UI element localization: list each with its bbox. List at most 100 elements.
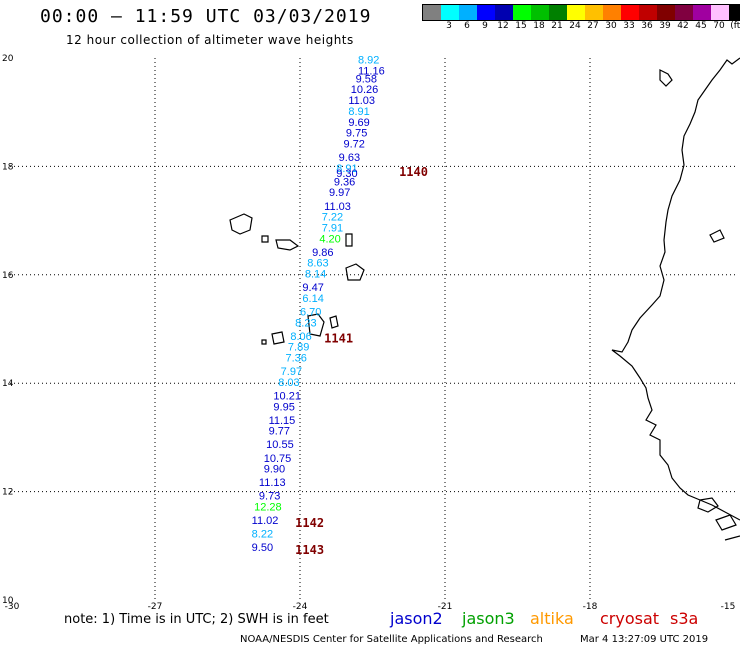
wave-height-value: 9.77	[269, 426, 290, 438]
colorbar-label: 24	[569, 21, 581, 31]
wave-height-value: 8.63	[307, 258, 328, 270]
colorbar-label: 3	[446, 21, 452, 31]
orbit-number: 1143	[295, 543, 324, 557]
colorbar-swatch	[693, 5, 711, 20]
colorbar-swatch	[549, 5, 567, 20]
wave-height-value: 11.03	[348, 95, 375, 107]
colorbar-label: 33	[623, 21, 635, 31]
x-tick-label: -18	[583, 602, 598, 610]
wave-height-value: 11.15	[269, 415, 296, 427]
y-tick-label: 14	[2, 379, 14, 389]
west-sahara-islets	[659, 69, 673, 87]
wave-height-value: 11.02	[252, 515, 279, 527]
sao-vicente-island	[261, 235, 269, 243]
colorbar-swatch	[585, 5, 603, 20]
wave-height-value: 8.03	[278, 377, 299, 389]
map-subtitle: 12 hour collection of altimeter wave hei…	[66, 33, 354, 47]
wave-height-value: 9.58	[356, 73, 377, 85]
colorbar-label: 30	[605, 21, 617, 31]
wave-height-value: 7.91	[322, 222, 343, 234]
wave-height-value: 11.13	[259, 477, 286, 489]
x-tick-label: -15	[721, 602, 736, 610]
colorbar-label: 45	[695, 21, 707, 31]
colorbar-label: 12	[497, 21, 509, 31]
wave-height-value: 6.14	[302, 293, 323, 305]
wave-height-value: 11.03	[324, 201, 351, 213]
wave-height-value: 9.72	[344, 138, 365, 150]
colorbar-swatch	[729, 5, 740, 20]
colorbar-label: (ft)	[730, 21, 740, 31]
wave-height-value: 9.30	[336, 168, 357, 180]
colorbar-swatch	[531, 5, 549, 20]
timestamp: Mar 4 13:27:09 UTC 2019	[580, 634, 709, 645]
mauritania-coast-islet	[709, 229, 725, 243]
colorbar-label: 42	[677, 21, 689, 31]
y-tick-label: 20	[2, 54, 14, 64]
wave-height-value: 9.86	[312, 247, 333, 259]
map-title: 00:00 – 11:59 UTC 03/03/2019	[40, 6, 372, 27]
santiago-island	[307, 313, 325, 337]
wave-height-value: 9.73	[259, 491, 280, 503]
colorbar-label: 27	[587, 21, 599, 31]
wave-height-map: -30 -27 -24 -21 -18 -15 20 18 16 14 12 10 8.9211.16…	[2, 54, 740, 610]
santo-antao-island	[229, 213, 253, 235]
wave-height-value: 8.91	[336, 163, 357, 175]
colorbar-swatch	[639, 5, 657, 20]
x-tick-label: -27	[148, 602, 163, 610]
wave-height-value: 8.06	[290, 331, 311, 343]
grid	[10, 58, 735, 600]
colorbar-swatch	[603, 5, 621, 20]
maio-island	[329, 315, 339, 329]
wave-height-value: 8.14	[305, 269, 326, 281]
legend-altika: altika	[530, 609, 574, 628]
colorbar-swatch	[477, 5, 495, 20]
colorbar-label: 9	[482, 21, 488, 31]
wave-height-value: 10.75	[264, 453, 292, 465]
brava-island	[261, 339, 267, 345]
credit: NOAA/NESDIS Center for Satellite Applica…	[240, 634, 543, 645]
wave-height-value: 6.70	[300, 306, 321, 318]
legend-jason2: jason2	[390, 609, 443, 628]
colorbar-label: 6	[464, 21, 470, 31]
wave-height-value: 8.22	[252, 529, 273, 541]
wave-height-value: 10.26	[351, 84, 379, 96]
axis-ticks: -30 -27 -24 -21 -18 -15 20 18 16 14 12 10	[2, 54, 735, 610]
legend-jason3: jason3	[462, 609, 515, 628]
colorbar-label: 39	[659, 21, 671, 31]
wave-height-value: 8.91	[348, 106, 369, 118]
wave-height-value: 7.97	[281, 366, 302, 378]
wave-height-value: 12.28	[254, 502, 282, 514]
legend-cryosat: cryosat	[600, 609, 660, 628]
wave-height-value: 8.23	[295, 317, 316, 329]
orbit-number: 1141	[324, 332, 353, 346]
colorbar-swatch	[657, 5, 675, 20]
colorbar-swatch	[423, 5, 441, 20]
wave-height-value: 10.55	[266, 439, 294, 451]
wave-height-value: 9.90	[264, 464, 285, 476]
wave-height-value: 4.20	[319, 233, 340, 245]
wave-height-value: 10.21	[273, 390, 301, 402]
footer-note: note: 1) Time is in UTC; 2) SWH is in fe…	[64, 612, 329, 627]
wave-height-value: 9.75	[346, 128, 367, 140]
colorbar	[422, 4, 740, 21]
wave-height-value: 11.16	[358, 65, 385, 77]
y-tick-label: 10	[2, 596, 14, 606]
sao-nicolau-island	[275, 239, 300, 251]
wave-height-value: 9.36	[334, 176, 355, 188]
orbit-number: 1142	[295, 516, 324, 530]
wave-height-values: 8.9211.169.5810.2611.038.919.699.759.729…	[252, 54, 385, 554]
wave-height-value: 8.92	[358, 54, 379, 66]
wave-height-value: 9.63	[339, 152, 360, 164]
colorbar-swatch	[513, 5, 531, 20]
fogo-island	[271, 331, 285, 345]
y-tick-label: 16	[2, 271, 14, 281]
guinea-bissau-islands	[697, 497, 740, 541]
colorbar-swatch	[621, 5, 639, 20]
wave-height-value: 9.69	[348, 117, 369, 129]
colorbar-label: 70	[713, 21, 725, 31]
colorbar-swatch	[459, 5, 477, 20]
orbit-labels: 1140 1141 1142 1143	[295, 165, 428, 557]
africa-coastline	[611, 57, 740, 521]
colorbar-label: 18	[533, 21, 545, 31]
x-tick-label: -24	[293, 602, 308, 610]
